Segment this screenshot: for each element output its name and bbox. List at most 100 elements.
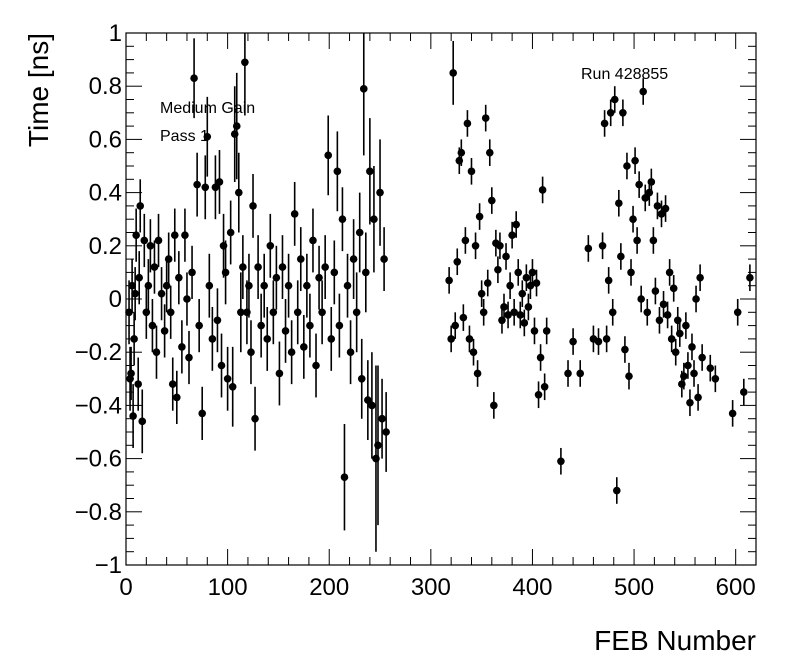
data-point [203,132,212,141]
data-point [617,252,625,261]
y-axis-title: Time [ns] [23,33,54,147]
data-point [516,311,525,319]
data-point [746,273,754,282]
data-point [619,109,627,117]
data-point [152,348,161,357]
data-point [249,202,257,210]
data-point [649,236,658,245]
data-point [188,268,196,277]
data-point [512,220,520,229]
data-point [275,369,284,378]
data-point [680,372,688,380]
y-tick-label: −1 [95,552,122,579]
data-point [684,361,692,370]
data-point [733,308,742,317]
data-point [132,231,140,239]
data-point [615,199,623,208]
data-point [321,263,329,271]
x-axis-title: FEB Number [594,625,756,656]
data-point [376,188,384,197]
data-point [362,268,370,277]
data-point [257,321,265,330]
plot-frame [125,32,757,566]
data-point [190,74,198,83]
data-point [465,335,474,343]
data-point [635,180,643,189]
x-tick-label: 0 [119,574,132,601]
data-point [226,228,235,237]
data-point [368,401,376,410]
data-point [488,196,496,205]
data-point [374,441,382,450]
data-point [667,335,676,343]
data-point [445,276,453,285]
data-point [140,236,149,245]
x-tick-label: 400 [512,574,552,601]
data-point [532,279,541,287]
y-tick-labels: −1 −0.8 −0.6 −0.4 −0.2 0 0.2 0.4 0.6 0.8 1 [75,20,122,579]
data-point [223,375,232,383]
data-point [352,308,361,317]
data-point [475,212,484,221]
data-point [502,252,510,261]
data-point [496,242,504,250]
data-point [711,375,720,383]
y-tick-label: −0.4 [75,392,122,419]
data-point [594,337,603,346]
data-point [557,457,565,466]
y-tick-label: −0.2 [75,339,122,366]
data-point [514,268,523,277]
data-point [154,236,163,245]
y-tick-label: 0.6 [89,126,122,153]
data-point [522,273,531,282]
data-point [542,327,551,335]
data-point [510,308,518,317]
data-point [148,321,157,330]
y-tick-label: −0.6 [75,446,122,473]
data-point [655,316,664,325]
data-point [173,393,181,402]
data-point [447,335,455,343]
data-point [198,409,207,418]
data-point [239,263,247,271]
data-point [340,473,349,482]
data-point [647,178,656,186]
data-point [293,308,302,317]
data-point [125,308,133,317]
data-point [272,273,281,282]
data-point [144,281,153,290]
data-point [696,273,704,282]
data-point [671,348,680,357]
x-tick-label: 500 [614,574,654,601]
data-point [357,375,366,383]
data-point [564,369,572,378]
y-tick-label: 0.8 [89,73,122,100]
data-point [682,321,690,330]
data-point [309,236,317,245]
data-point [135,273,144,282]
data-point [651,287,660,295]
data-point [234,188,243,197]
data-point [449,69,457,77]
data-point [469,348,478,357]
data-point [508,231,516,239]
data-point [343,281,352,290]
data-point [157,289,166,298]
y-tick-label: 0.2 [89,233,122,260]
data-point [506,281,514,290]
data-point [269,308,278,317]
data-point [653,202,662,210]
data-point [290,210,299,218]
data-point [303,281,311,290]
x-tick-label: 600 [716,574,756,601]
data-point [136,202,145,210]
data-point [287,348,296,357]
data-point [665,268,674,277]
data-point [457,148,466,157]
data-point [520,319,529,327]
data-point [127,369,135,378]
data-point [355,228,364,237]
data-point [324,151,333,160]
data-point [150,263,159,271]
